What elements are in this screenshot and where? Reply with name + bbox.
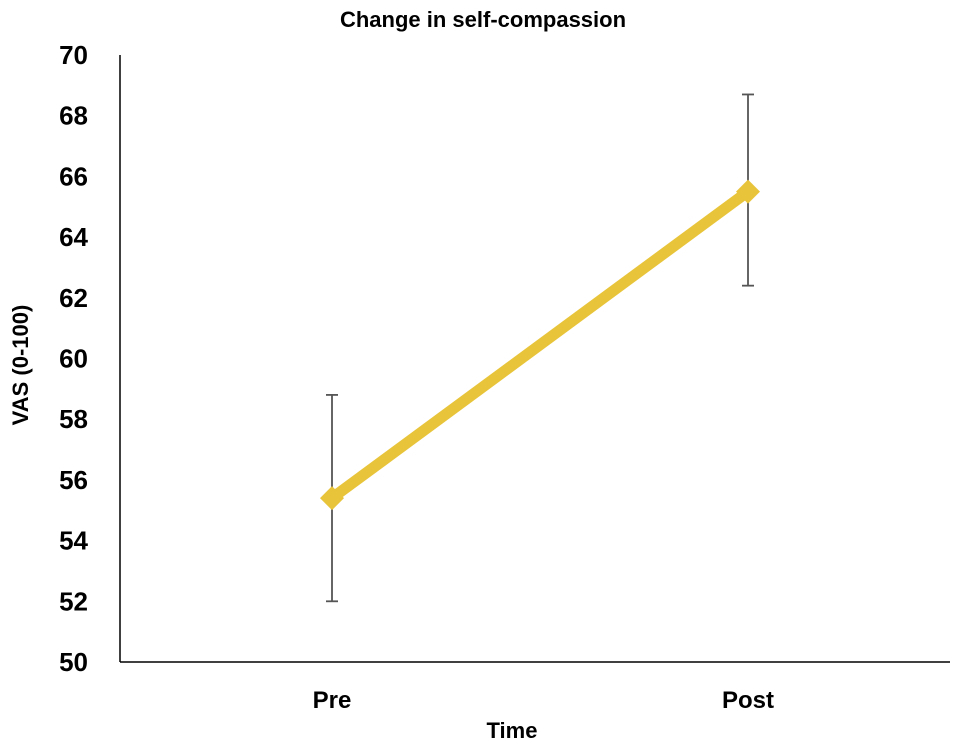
y-tick-label: 52 xyxy=(59,586,88,616)
y-tick-label: 56 xyxy=(59,465,88,495)
y-axis-label: VAS (0-100) xyxy=(8,305,33,426)
x-category-label: Pre xyxy=(313,687,352,714)
y-tick-label: 66 xyxy=(59,161,88,191)
y-tick-label: 68 xyxy=(59,101,88,131)
series-markers xyxy=(320,179,760,511)
y-tick-label: 60 xyxy=(59,344,88,374)
x-axis-label: Time xyxy=(487,718,538,743)
data-point-marker xyxy=(736,179,760,204)
y-tick-label: 62 xyxy=(59,283,88,313)
data-point-marker xyxy=(320,486,344,511)
y-tick-label: 70 xyxy=(59,40,88,70)
y-tick-label: 64 xyxy=(59,222,88,252)
chart-title: Change in self-compassion xyxy=(340,7,626,32)
series-line xyxy=(326,186,754,504)
x-category-label: Post xyxy=(722,687,774,714)
x-axis-categories: Pre Post xyxy=(313,687,774,714)
y-axis-ticks: 50 52 54 56 58 60 62 64 66 68 70 xyxy=(59,40,88,677)
y-tick-label: 58 xyxy=(59,404,88,434)
y-tick-label: 54 xyxy=(59,526,88,556)
y-tick-label: 50 xyxy=(59,647,88,677)
